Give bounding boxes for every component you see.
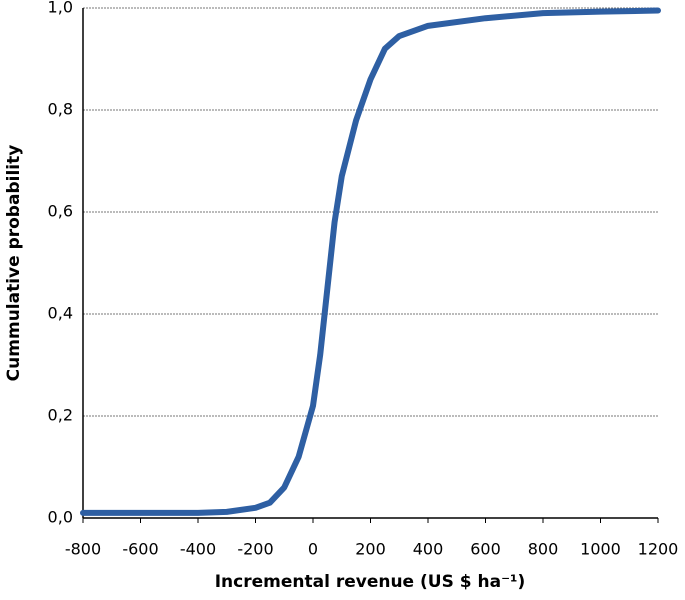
x-tick-label: -600 (122, 540, 158, 559)
x-tick-label: -400 (180, 540, 216, 559)
x-tick-label: 600 (470, 540, 501, 559)
x-tick-label: 0 (308, 540, 318, 559)
y-tick-label: 0,2 (48, 406, 73, 425)
x-tick-label: -800 (65, 540, 101, 559)
y-axis-title: Cummulative probability (4, 145, 24, 382)
y-tick-label: 0,0 (48, 508, 73, 527)
x-axis-title: Incremental revenue (US $ ha⁻¹) (215, 572, 526, 592)
y-tick-label: 0,4 (48, 304, 73, 323)
x-tick-label: 1000 (580, 540, 621, 559)
x-tick-label: -200 (237, 540, 273, 559)
x-tick-label: 1200 (638, 540, 679, 559)
x-tick-label: 800 (528, 540, 559, 559)
y-tick-label: 1,0 (48, 0, 73, 17)
line (80, 7, 661, 516)
x-tick-label: 200 (355, 540, 386, 559)
x-tick-label: 400 (413, 540, 444, 559)
y-tick-label: 0,8 (48, 100, 73, 119)
y-tick-label: 0,6 (48, 202, 73, 221)
